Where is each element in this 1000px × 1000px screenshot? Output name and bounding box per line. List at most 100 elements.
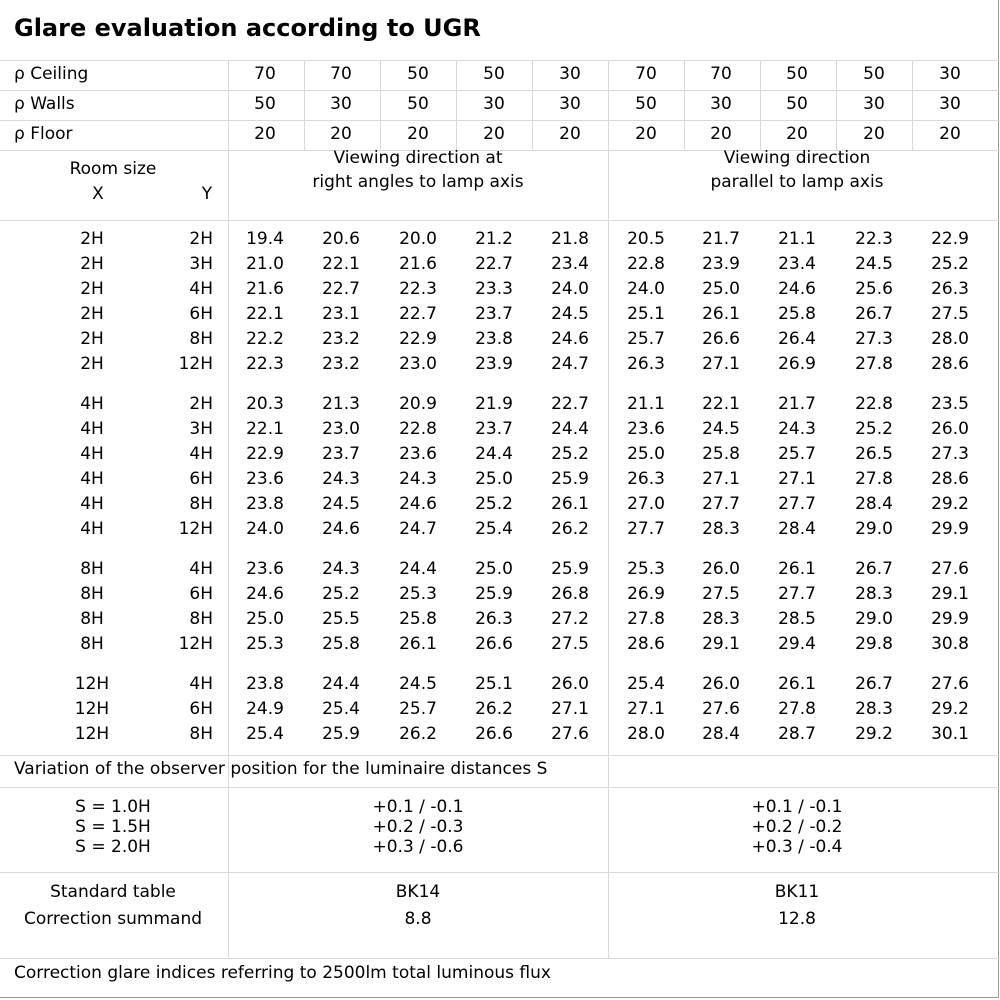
- reflectance-value: 30: [939, 64, 961, 84]
- variation-right-angles: +0.1 / -0.1: [372, 797, 464, 817]
- ugr-value: 26.9: [627, 584, 665, 604]
- reflectance-value: 30: [483, 94, 505, 114]
- ugr-value: 24.5: [855, 254, 893, 274]
- divider: [0, 787, 1000, 788]
- room-x: 2H: [80, 279, 104, 299]
- ugr-value: 27.7: [627, 519, 665, 539]
- ugr-value: 27.6: [702, 699, 740, 719]
- ugr-value: 24.5: [551, 304, 589, 324]
- ugr-value: 25.0: [475, 469, 513, 489]
- ugr-value: 27.8: [778, 699, 816, 719]
- room-y: 8H: [189, 724, 213, 744]
- reflectance-value: 20: [330, 124, 352, 144]
- ugr-value: 26.1: [702, 304, 740, 324]
- s-distance: S = 1.0H: [75, 797, 151, 817]
- divider: [0, 120, 1000, 121]
- ugr-value: 28.0: [627, 724, 665, 744]
- ugr-value: 25.4: [246, 724, 284, 744]
- room-x: 2H: [80, 254, 104, 274]
- room-y: 2H: [189, 394, 213, 414]
- room-x: 2H: [80, 304, 104, 324]
- ugr-value: 26.2: [399, 724, 437, 744]
- ugr-value: 23.6: [246, 469, 284, 489]
- ugr-value: 25.3: [246, 634, 284, 654]
- room-x: 8H: [80, 634, 104, 654]
- reflectance-value: 30: [863, 94, 885, 114]
- ugr-value: 25.2: [475, 494, 513, 514]
- ugr-value: 23.1: [322, 304, 360, 324]
- reflectance-label: ρ Ceiling: [14, 64, 89, 84]
- ugr-value: 26.6: [475, 634, 513, 654]
- ugr-value: 25.4: [475, 519, 513, 539]
- ugr-value: 21.1: [778, 229, 816, 249]
- divider: [0, 872, 1000, 873]
- room-y: 2H: [189, 229, 213, 249]
- reflectance-label: ρ Floor: [14, 124, 73, 144]
- ugr-value: 22.3: [246, 354, 284, 374]
- room-y: 4H: [189, 674, 213, 694]
- ugr-value: 25.0: [627, 444, 665, 464]
- ugr-value: 20.9: [399, 394, 437, 414]
- ugr-value: 27.6: [931, 559, 969, 579]
- ugr-value: 29.8: [855, 634, 893, 654]
- summand-right-angles: 8.8: [404, 909, 432, 929]
- room-x: 4H: [80, 519, 104, 539]
- standard-table-label: Standard table: [50, 882, 176, 902]
- ugr-value: 21.2: [475, 229, 513, 249]
- room-y: 3H: [189, 254, 213, 274]
- divider: [760, 60, 761, 150]
- ugr-value: 24.5: [702, 419, 740, 439]
- ugr-value: 27.3: [931, 444, 969, 464]
- ugr-value: 25.8: [778, 304, 816, 324]
- ugr-value: 24.4: [475, 444, 513, 464]
- ugr-value: 25.5: [322, 609, 360, 629]
- reflectance-label: ρ Walls: [14, 94, 75, 114]
- ugr-value: 27.1: [627, 699, 665, 719]
- ugr-value: 26.3: [931, 279, 969, 299]
- reflectance-value: 70: [710, 64, 732, 84]
- ugr-value: 23.6: [627, 419, 665, 439]
- s-distance: S = 1.5H: [75, 817, 151, 837]
- ugr-value: 27.5: [551, 634, 589, 654]
- ugr-value: 20.3: [246, 394, 284, 414]
- ugr-value: 27.1: [778, 469, 816, 489]
- reflectance-value: 30: [559, 64, 581, 84]
- variation-right-angles: +0.3 / -0.6: [372, 837, 464, 857]
- ugr-value: 30.8: [931, 634, 969, 654]
- ugr-value: 26.1: [778, 559, 816, 579]
- ugr-value: 25.8: [702, 444, 740, 464]
- reflectance-value: 20: [710, 124, 732, 144]
- ugr-value: 24.4: [551, 419, 589, 439]
- ugr-value: 21.6: [246, 279, 284, 299]
- ugr-value: 25.9: [551, 559, 589, 579]
- ugr-value: 26.0: [702, 674, 740, 694]
- ugr-value: 24.3: [778, 419, 816, 439]
- ugr-value: 21.6: [399, 254, 437, 274]
- ugr-value: 27.8: [855, 354, 893, 374]
- ugr-value: 28.6: [931, 469, 969, 489]
- variation-parallel: +0.1 / -0.1: [751, 797, 843, 817]
- reflectance-value: 50: [863, 64, 885, 84]
- room-y: 4H: [189, 444, 213, 464]
- ugr-value: 24.7: [551, 354, 589, 374]
- ugr-value: 25.3: [627, 559, 665, 579]
- page-title: Glare evaluation according to UGR: [14, 14, 481, 42]
- ugr-value: 21.0: [246, 254, 284, 274]
- ugr-value: 28.5: [778, 609, 816, 629]
- standard-table-parallel: BK11: [774, 882, 820, 902]
- ugr-value: 29.0: [855, 609, 893, 629]
- room-y: 12H: [178, 634, 213, 654]
- reflectance-value: 20: [254, 124, 276, 144]
- reflectance-value: 20: [559, 124, 581, 144]
- ugr-value: 25.2: [855, 419, 893, 439]
- ugr-value: 23.8: [475, 329, 513, 349]
- s-distance: S = 2.0H: [75, 837, 151, 857]
- ugr-value: 26.2: [475, 699, 513, 719]
- ugr-value: 25.9: [322, 724, 360, 744]
- ugr-value: 22.7: [399, 304, 437, 324]
- ugr-value: 22.7: [475, 254, 513, 274]
- ugr-value: 27.1: [702, 354, 740, 374]
- ugr-value: 27.3: [855, 329, 893, 349]
- ugr-value: 23.8: [246, 494, 284, 514]
- ugr-value: 25.4: [627, 674, 665, 694]
